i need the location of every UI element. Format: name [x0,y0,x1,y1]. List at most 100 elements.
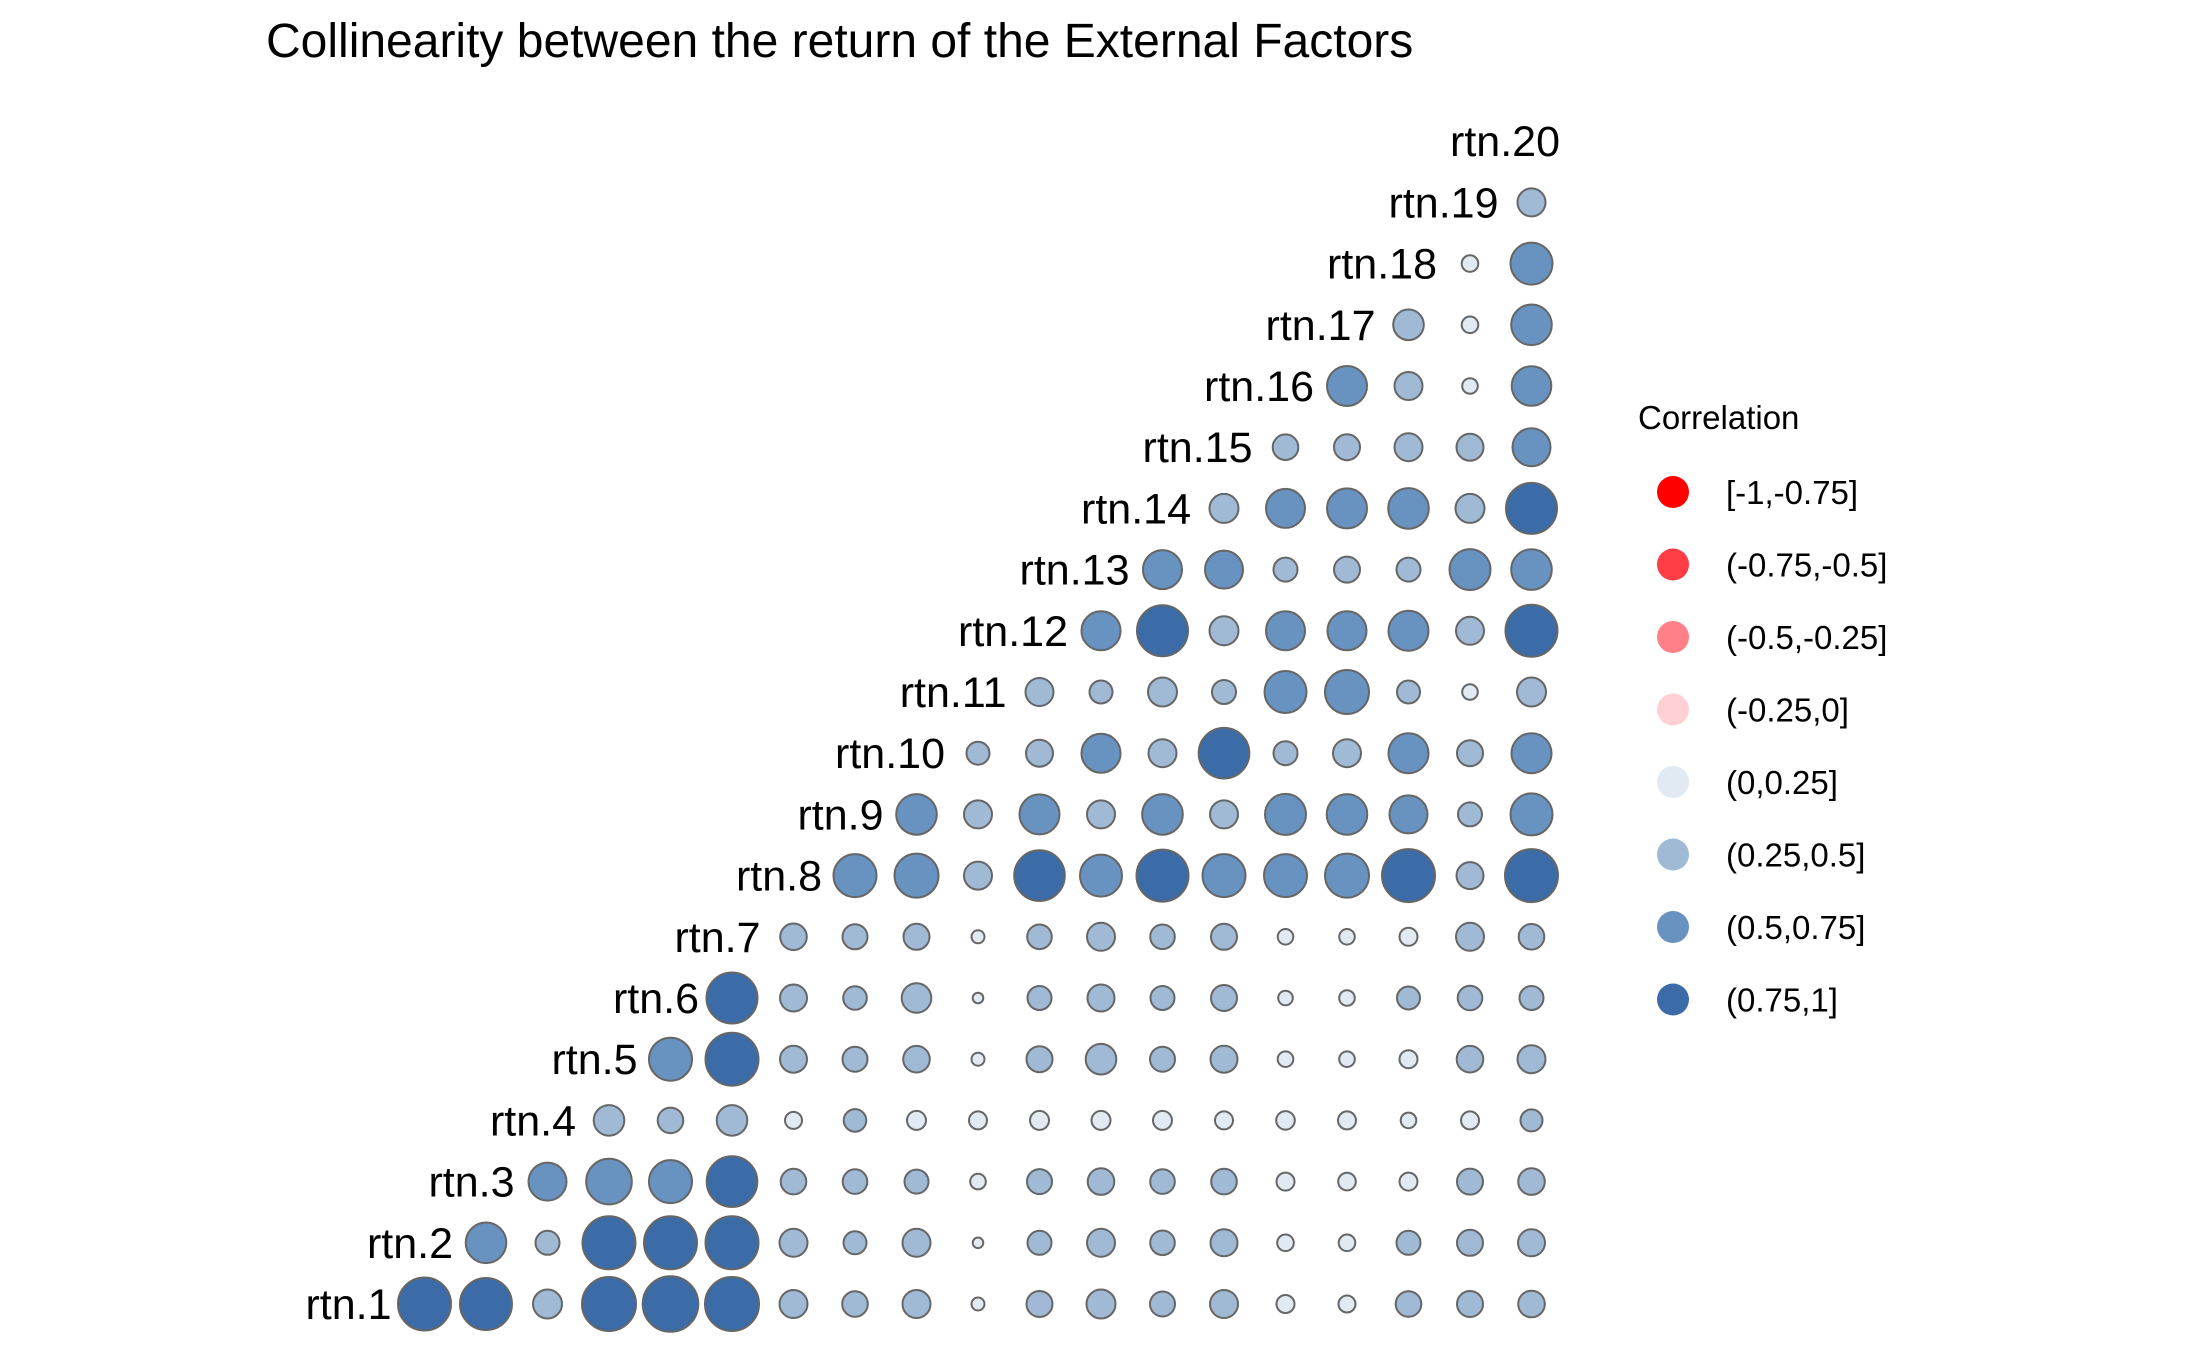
corr-point-rtn-6-rtn-11 [971,991,985,1005]
corr-point-rtn-1-rtn-5 [581,1276,637,1332]
legend-swatch [1657,983,1689,1016]
corr-point-rtn-9-rtn-19 [1457,801,1483,828]
row-label-rtn-3: rtn.3 [428,1159,514,1207]
corr-point-rtn-4-rtn-15 [1214,1110,1234,1131]
corr-point-rtn-18-rtn-19 [1460,254,1480,273]
corr-point-rtn-1-rtn-8 [778,1289,809,1319]
corr-point-rtn-10-rtn-15 [1197,726,1251,780]
corr-point-rtn-15-rtn-17 [1333,433,1361,462]
corr-point-rtn-2-rtn-17 [1337,1233,1357,1253]
corr-point-rtn-2-rtn-18 [1395,1229,1422,1256]
corr-point-rtn-4-rtn-7 [715,1104,749,1137]
corr-point-rtn-7-rtn-16 [1276,928,1295,946]
corr-point-rtn-6-rtn-16 [1277,989,1294,1007]
corr-point-rtn-5-rtn-13 [1084,1042,1118,1076]
corr-point-rtn-3-rtn-19 [1456,1167,1484,1196]
corr-point-rtn-2-rtn-6 [643,1215,698,1271]
corr-point-rtn-3-rtn-15 [1210,1167,1238,1196]
corr-point-rtn-1-rtn-10 [901,1289,932,1319]
corr-point-rtn-4-rtn-16 [1275,1110,1296,1131]
corr-point-rtn-2-rtn-11 [971,1236,985,1250]
corr-point-rtn-12-rtn-17 [1326,610,1368,652]
corr-point-rtn-11-rtn-20 [1516,676,1547,708]
corr-point-rtn-1-rtn-14 [1149,1290,1176,1318]
corr-point-rtn-11-rtn-12 [1024,677,1055,707]
corr-point-rtn-8-rtn-10 [893,852,940,899]
corr-point-rtn-3-rtn-13 [1086,1167,1116,1196]
corr-point-rtn-5-rtn-20 [1516,1044,1547,1075]
corr-point-rtn-1-rtn-9 [841,1290,869,1318]
corr-point-rtn-6-rtn-18 [1396,985,1421,1011]
corr-point-rtn-8-rtn-19 [1455,861,1485,891]
corr-point-rtn-6-rtn-7 [705,971,759,1025]
corr-point-rtn-5-rtn-7 [704,1031,760,1087]
corr-point-rtn-3-rtn-6 [648,1159,693,1205]
legend-label: [-1,-0.75] [1726,474,1858,511]
corr-point-rtn-4-rtn-6 [656,1106,685,1135]
corr-point-rtn-6-rtn-8 [779,983,808,1013]
legend-label: (0.25,0.5] [1726,837,1865,874]
corr-point-rtn-16-rtn-17 [1326,365,1368,407]
corr-point-rtn-6-rtn-9 [842,985,868,1011]
corr-point-rtn-15-rtn-16 [1271,433,1300,462]
corr-point-rtn-9-rtn-14 [1141,793,1184,836]
corr-point-rtn-11-rtn-16 [1263,670,1308,714]
corr-point-rtn-13-rtn-17 [1333,555,1361,584]
corr-point-rtn-5-rtn-9 [841,1045,869,1073]
corr-point-rtn-10-rtn-13 [1080,732,1122,774]
corr-point-rtn-2-rtn-20 [1517,1228,1546,1258]
row-label-rtn-13: rtn.13 [1020,547,1130,595]
corr-point-rtn-6-rtn-15 [1210,984,1238,1012]
corr-point-rtn-2-rtn-12 [1026,1229,1053,1256]
corr-point-rtn-2-rtn-15 [1209,1228,1239,1258]
corr-point-rtn-11-rtn-19 [1461,683,1479,701]
corr-point-rtn-1-rtn-3 [459,1277,513,1331]
legend-label: (0,0.25] [1726,764,1838,801]
corr-point-rtn-5-rtn-18 [1398,1049,1419,1070]
corr-point-rtn-4-rtn-5 [592,1104,626,1137]
legend-swatch [1657,548,1689,581]
corr-point-rtn-2-rtn-9 [842,1230,868,1256]
corr-point-rtn-10-rtn-20 [1510,732,1553,775]
corr-point-rtn-3-rtn-12 [1026,1168,1053,1196]
corr-point-rtn-14-rtn-16 [1265,487,1306,529]
corr-point-rtn-4-rtn-11 [968,1110,988,1131]
legend-label: (0.75,1] [1726,982,1838,1019]
corr-point-rtn-17-rtn-18 [1392,308,1425,342]
row-label-rtn-9: rtn.9 [797,791,883,839]
corr-point-rtn-10-rtn-16 [1272,740,1299,767]
row-label-rtn-15: rtn.15 [1143,424,1253,472]
corr-point-rtn-9-rtn-13 [1086,799,1116,830]
corr-point-rtn-12-rtn-15 [1208,615,1240,647]
corr-point-rtn-9-rtn-15 [1209,799,1239,830]
corr-point-rtn-8-rtn-9 [832,853,878,899]
row-label-rtn-11: rtn.11 [900,669,1007,717]
corr-point-rtn-7-rtn-15 [1210,922,1238,951]
corr-point-rtn-1-rtn-15 [1209,1289,1239,1319]
corr-point-rtn-4-rtn-8 [784,1110,803,1130]
corr-point-rtn-13-rtn-14 [1142,549,1183,591]
corr-point-rtn-10-rtn-18 [1387,732,1430,775]
corr-point-rtn-11-rtn-14 [1147,676,1178,708]
corr-point-rtn-6-rtn-20 [1518,985,1545,1011]
corr-point-rtn-3-rtn-18 [1398,1171,1419,1192]
legend-swatch [1657,911,1689,943]
corr-point-rtn-17-rtn-19 [1460,315,1480,335]
corr-point-rtn-8-rtn-17 [1324,852,1370,899]
corr-point-rtn-13-rtn-18 [1395,556,1422,583]
corr-point-rtn-7-rtn-13 [1086,921,1116,952]
corr-point-rtn-2-rtn-7 [704,1215,760,1271]
corr-point-rtn-10-rtn-17 [1332,738,1362,769]
corr-point-rtn-2-rtn-8 [778,1227,809,1258]
corr-point-rtn-14-rtn-20 [1505,481,1558,535]
legend-label: (-0.5,-0.25] [1726,619,1887,656]
corr-point-rtn-11-rtn-17 [1324,669,1370,715]
legend-label: (0.5,0.75] [1726,909,1865,946]
corr-point-rtn-11-rtn-13 [1088,679,1114,705]
corr-point-rtn-8-rtn-11 [963,860,993,891]
corr-point-rtn-4-rtn-12 [1029,1109,1050,1131]
corr-point-rtn-15-rtn-19 [1455,432,1485,462]
corr-point-rtn-3-rtn-16 [1275,1171,1296,1192]
corr-point-rtn-10-rtn-19 [1456,739,1484,768]
